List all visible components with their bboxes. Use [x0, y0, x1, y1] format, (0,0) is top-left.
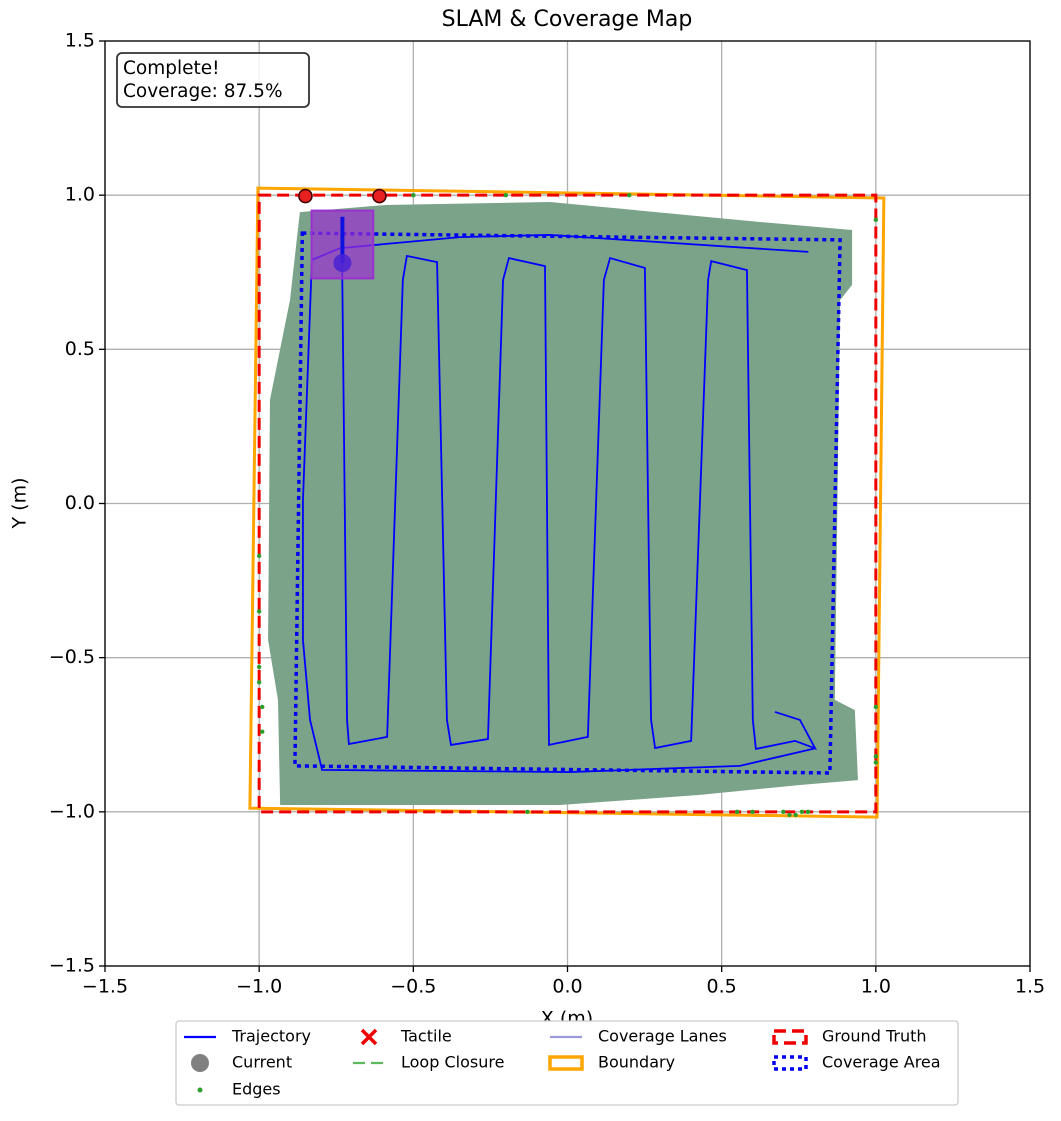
legend-label: Coverage Area	[822, 1053, 941, 1072]
edge-point	[873, 754, 879, 759]
edge-point	[793, 812, 798, 818]
edge-point	[260, 729, 265, 734]
y-tick-label: 0.5	[65, 338, 95, 360]
edge-point	[256, 553, 262, 559]
edge-point	[256, 680, 262, 685]
edge-point	[260, 704, 265, 710]
edge-point	[525, 809, 530, 815]
edge-point	[750, 809, 755, 815]
edge-point	[873, 760, 879, 765]
legend-entry: Current	[191, 1053, 292, 1072]
x-tick-label: 0.5	[707, 976, 737, 998]
legend-entry: Coverage Lanes	[550, 1027, 727, 1046]
current-position	[333, 254, 352, 272]
legend-entry: Trajectory	[184, 1027, 311, 1046]
coverage-map	[268, 201, 858, 806]
edge-point	[787, 812, 792, 818]
legend-entry: Ground Truth	[772, 1027, 927, 1046]
annotation-text: Coverage: 87.5%	[123, 81, 283, 102]
edge-point	[734, 809, 740, 815]
x-tick-label: 1.0	[861, 976, 891, 998]
legend-entry: Edges	[197, 1080, 281, 1099]
legend-label: Tactile	[400, 1027, 452, 1046]
edge-point	[503, 192, 509, 198]
legend-handle	[548, 1055, 584, 1071]
annotation-box	[116, 52, 310, 108]
legend-entry: Boundary	[548, 1053, 675, 1072]
y-tick-label: 0.0	[65, 492, 95, 514]
contact-point	[372, 188, 387, 204]
chart-title: SLAM & Coverage Map	[442, 7, 693, 32]
legend-label: Current	[232, 1053, 292, 1072]
plot-frame	[104, 40, 1031, 967]
legend-handle	[191, 1054, 209, 1072]
legend-label: Ground Truth	[822, 1027, 927, 1046]
legend-handle	[772, 1055, 808, 1071]
edge-point	[805, 809, 811, 815]
edge-point	[873, 704, 879, 710]
legend-label: Trajectory	[231, 1027, 311, 1046]
annotation-text: Complete!	[123, 58, 220, 79]
edge-point	[873, 217, 879, 223]
legend-handle	[197, 1087, 203, 1093]
x-tick-label: −1.5	[82, 976, 128, 998]
legend-label: Loop Closure	[401, 1053, 504, 1072]
edge-point	[781, 809, 786, 815]
edge-point	[799, 809, 805, 815]
edge-point	[411, 192, 416, 198]
x-tick-label: −0.5	[390, 976, 436, 998]
trajectory-line	[302, 234, 817, 773]
legend-entry: Coverage Area	[772, 1053, 941, 1072]
y-tick-label: −0.5	[49, 646, 95, 668]
legend-label: Edges	[232, 1080, 281, 1099]
legend-handle	[772, 1029, 808, 1045]
legend-label: Coverage Lanes	[598, 1027, 727, 1046]
edge-point	[256, 609, 262, 614]
x-tick-label: 0.0	[552, 976, 582, 998]
x-tick-label: −1.0	[236, 976, 282, 998]
x-tick-label: 1.5	[1015, 976, 1045, 998]
legend-handle	[360, 1028, 378, 1046]
contact-point	[298, 188, 313, 204]
y-tick-label: 1.0	[65, 184, 95, 206]
legend-label: Boundary	[598, 1053, 675, 1072]
y-tick-label: −1.0	[49, 800, 95, 822]
edge-point	[256, 664, 262, 670]
edge-point	[626, 192, 632, 198]
y-tick-label: −1.5	[49, 955, 95, 977]
outline	[257, 193, 878, 814]
legend-box	[175, 1020, 959, 1106]
legend-entry: Loop Closure	[353, 1053, 504, 1072]
y-axis-label: Y (m)	[9, 478, 31, 530]
y-tick-label: 1.5	[65, 30, 95, 52]
legend-entry: Tactile	[360, 1027, 452, 1046]
